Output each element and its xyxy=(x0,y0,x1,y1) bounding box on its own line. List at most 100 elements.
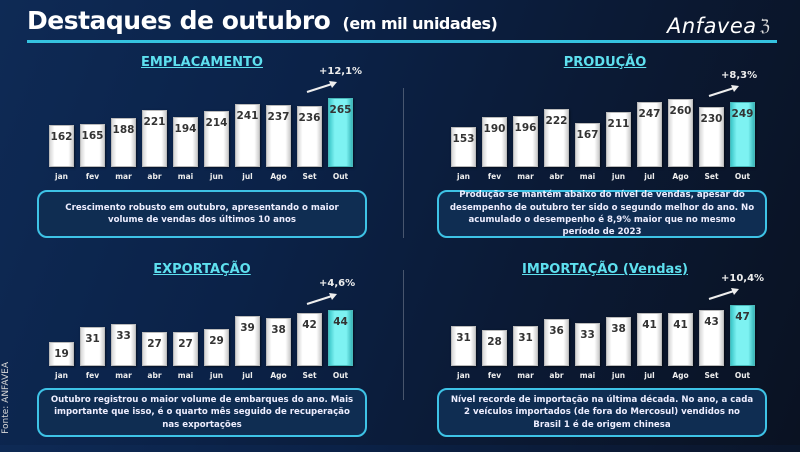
bar-mai: 167 xyxy=(575,123,600,167)
data-label: 27 xyxy=(147,337,162,350)
data-label: 28 xyxy=(487,335,502,348)
bar-Set: 236 xyxy=(297,105,322,167)
bar-mar: 188 xyxy=(111,118,136,167)
bar-jul: 39 xyxy=(235,316,260,366)
data-label: 190 xyxy=(483,123,506,136)
bar-jul: 41 xyxy=(637,312,662,366)
month-label: Set xyxy=(302,371,317,380)
insight-box: Outubro registrou o maior volume de emba… xyxy=(37,388,367,437)
change-label: +10,4% xyxy=(721,272,765,284)
month-label: abr xyxy=(147,172,162,181)
chart-importacao: IMPORTAÇÃO (Vendas) 31 jan 28 fev 31 mar 36 abr 3… xyxy=(425,262,785,452)
data-label: 230 xyxy=(700,112,723,125)
chart-emplacamento: EMPLACAMENTO 162 jan 165 fev 188 mar 221 abr 194 m… xyxy=(22,55,382,245)
data-label: 38 xyxy=(271,323,286,336)
bar-Ago: 41 xyxy=(668,312,693,366)
change-label: +12,1% xyxy=(319,66,363,78)
bar-abr: 222 xyxy=(544,108,569,167)
month-label: mar xyxy=(115,172,132,181)
data-label: 247 xyxy=(638,108,661,121)
month-label: Set xyxy=(704,172,719,181)
bar-Out: 47 xyxy=(730,304,755,366)
bar-jul: 241 xyxy=(235,104,260,167)
month-label: Set xyxy=(302,172,317,181)
month-label: jan xyxy=(457,371,470,380)
month-label: mar xyxy=(517,172,534,181)
bar-Ago: 237 xyxy=(266,105,291,167)
chart-title: EMPLACAMENTO xyxy=(141,55,263,70)
bar-jul: 247 xyxy=(637,102,662,167)
month-label: fev xyxy=(85,371,100,380)
data-label: 211 xyxy=(607,117,630,130)
bar-mar: 196 xyxy=(513,115,538,167)
data-label: 249 xyxy=(731,107,754,120)
change-label: +8,3% xyxy=(721,69,758,81)
source-label: Fonte: ANFAVEA xyxy=(1,362,11,434)
bar-Set: 43 xyxy=(699,310,724,366)
data-label: 29 xyxy=(209,335,224,348)
month-label: jul xyxy=(644,371,655,380)
month-label: mar xyxy=(115,371,132,380)
data-label: 153 xyxy=(452,132,475,145)
title-main: Destaques de outubro xyxy=(27,6,331,35)
trend-arrow-icon xyxy=(306,293,337,306)
month-label: jul xyxy=(242,172,253,181)
data-label: 241 xyxy=(236,110,259,123)
data-label: 31 xyxy=(518,331,533,344)
data-label: 33 xyxy=(580,329,595,342)
month-label: jan xyxy=(55,371,68,380)
data-label: 44 xyxy=(333,316,348,329)
insight-box: Nível recorde de importação na última dé… xyxy=(437,388,767,437)
chart-title: IMPORTAÇÃO (Vendas) xyxy=(522,262,688,277)
chart-title: EXPORTAÇÃO xyxy=(153,262,251,277)
month-label: fev xyxy=(487,371,502,380)
bar-abr: 221 xyxy=(142,109,167,167)
data-label: 41 xyxy=(642,318,657,331)
bar-abr: 36 xyxy=(544,319,569,366)
bar-jun: 38 xyxy=(606,316,631,366)
divider-top xyxy=(403,88,404,238)
data-label: 194 xyxy=(174,122,197,135)
chart-title: PRODUÇÃO xyxy=(563,55,647,70)
data-label: 38 xyxy=(611,322,626,335)
data-label: 39 xyxy=(240,322,255,335)
bar-Out: 249 xyxy=(730,101,755,167)
title-units: (em mil unidades) xyxy=(342,14,498,33)
month-label: abr xyxy=(549,371,564,380)
month-label: jan xyxy=(55,172,68,181)
data-label: 47 xyxy=(735,310,750,323)
month-label: Set xyxy=(704,371,719,380)
data-label: 236 xyxy=(298,111,321,124)
anfavea-logo-icon: ℨ xyxy=(760,16,770,35)
bar-Out: 44 xyxy=(328,310,353,366)
bar-Out: 265 xyxy=(328,98,353,167)
bar-mai: 194 xyxy=(173,116,198,167)
data-label: 221 xyxy=(143,115,166,128)
bar-Ago: 38 xyxy=(266,317,291,366)
month-label: jun xyxy=(611,172,626,181)
trend-arrow-icon xyxy=(708,287,739,300)
month-label: jul xyxy=(644,172,655,181)
month-label: Ago xyxy=(672,371,689,380)
data-label: 196 xyxy=(514,121,537,134)
bar-jan: 19 xyxy=(49,341,74,366)
bar-mai: 33 xyxy=(575,323,600,366)
bar-jan: 153 xyxy=(451,126,476,167)
data-label: 31 xyxy=(85,332,100,345)
month-label: mai xyxy=(579,371,596,380)
title-underline xyxy=(27,40,777,43)
bar-mar: 31 xyxy=(513,325,538,366)
bar-fev: 28 xyxy=(482,329,507,366)
bar-jun: 214 xyxy=(204,111,229,167)
data-label: 41 xyxy=(673,318,688,331)
month-label: jun xyxy=(209,371,224,380)
month-label: fev xyxy=(487,172,502,181)
change-label: +4,6% xyxy=(319,278,356,290)
divider-bottom xyxy=(403,270,404,400)
data-label: 222 xyxy=(545,114,568,127)
data-label: 237 xyxy=(267,111,290,124)
month-label: jun xyxy=(209,172,224,181)
trend-arrow-icon xyxy=(708,84,739,97)
month-label: Out xyxy=(332,371,349,380)
data-label: 214 xyxy=(205,117,228,130)
